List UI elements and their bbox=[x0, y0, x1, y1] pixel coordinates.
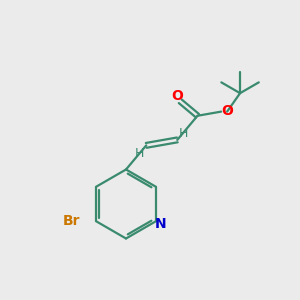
Text: N: N bbox=[155, 217, 167, 231]
Text: H: H bbox=[179, 127, 189, 140]
Text: O: O bbox=[221, 104, 233, 118]
Text: H: H bbox=[135, 147, 144, 160]
Text: Br: Br bbox=[63, 214, 80, 228]
Text: O: O bbox=[171, 89, 183, 103]
